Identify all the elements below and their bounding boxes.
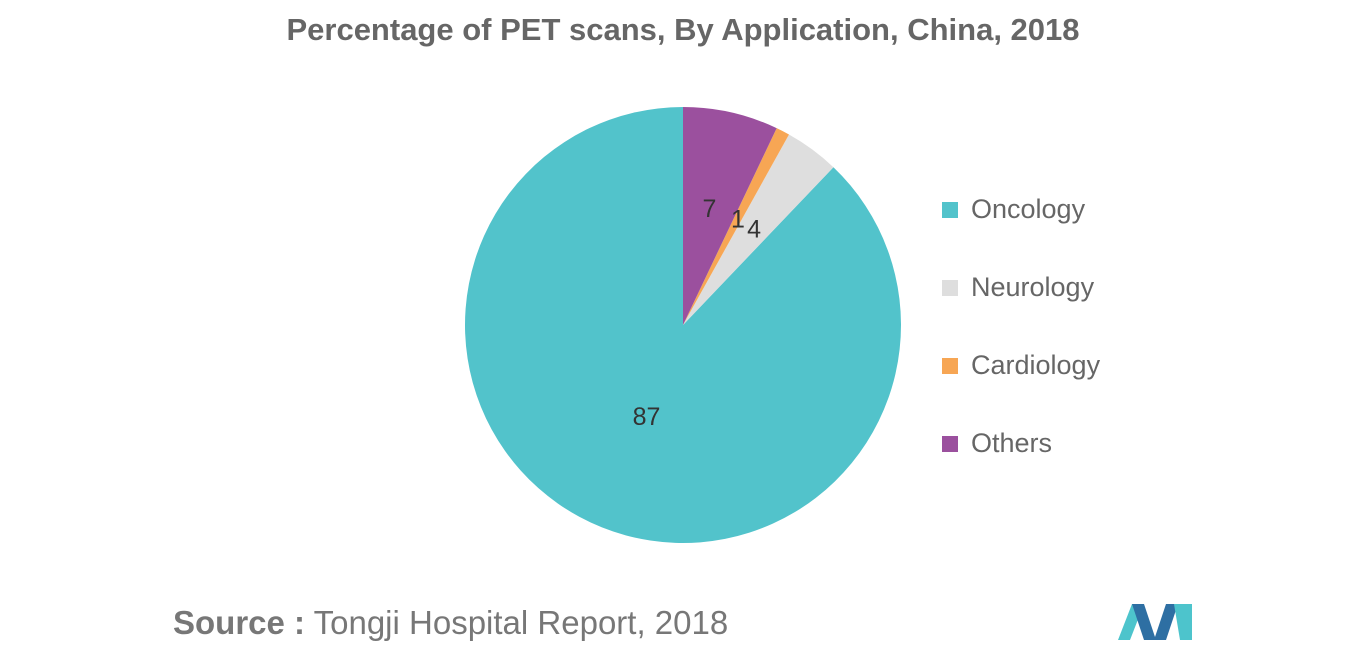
data-label-neurology: 4 bbox=[747, 215, 761, 243]
data-label-oncology: 87 bbox=[633, 403, 661, 431]
legend-item-cardiology: Cardiology bbox=[942, 346, 1100, 385]
pie-data-labels: 87 417 bbox=[633, 195, 762, 431]
legend-swatch bbox=[942, 201, 958, 218]
pie-slices bbox=[464, 107, 901, 543]
legend-item-oncology: Oncology bbox=[942, 190, 1100, 229]
source-note: Source : Tongji Hospital Report, 2018 bbox=[173, 604, 728, 642]
legend-swatch bbox=[942, 435, 958, 452]
logo-right-stroke-b bbox=[1174, 604, 1192, 640]
source-text: Tongji Hospital Report, 2018 bbox=[305, 604, 729, 641]
legend-swatch bbox=[942, 357, 958, 374]
pie-slice-oncology bbox=[464, 107, 901, 543]
legend-label: Cardiology bbox=[971, 350, 1101, 380]
pie-slice-others bbox=[683, 107, 777, 325]
pie-slice-neurology bbox=[683, 134, 834, 325]
pie-slice-cardiology bbox=[683, 128, 789, 325]
logo-mid-stroke bbox=[1132, 604, 1156, 640]
legend: Oncology Neurology Cardiology Others bbox=[942, 190, 1100, 502]
logo-right-stroke-a bbox=[1154, 604, 1178, 640]
legend-label: Neurology bbox=[971, 272, 1095, 302]
company-logo bbox=[1118, 604, 1192, 640]
data-label-others: 7 bbox=[702, 195, 716, 223]
legend-item-neurology: Neurology bbox=[942, 268, 1100, 307]
legend-label: Others bbox=[971, 428, 1053, 458]
data-label-cardiology: 1 bbox=[731, 205, 745, 233]
chart-title: Percentage of PET scans, By Application,… bbox=[286, 12, 1080, 47]
legend-label: Oncology bbox=[971, 194, 1086, 224]
source-prefix: Source : bbox=[173, 604, 306, 641]
legend-swatch bbox=[942, 279, 958, 296]
legend-item-others: Others bbox=[942, 424, 1100, 463]
